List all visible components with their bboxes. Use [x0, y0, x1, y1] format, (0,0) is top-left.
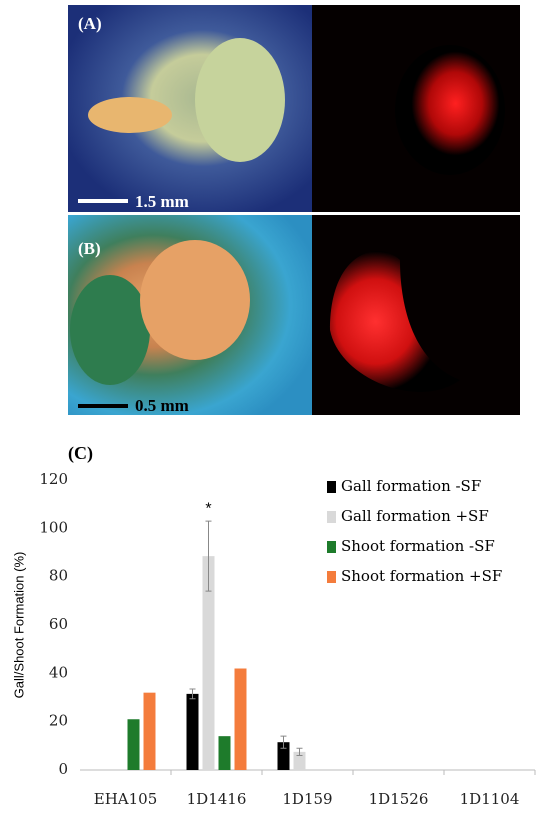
bar — [293, 751, 306, 770]
scale-label: 0.5 mm — [135, 396, 189, 415]
bar — [127, 719, 140, 770]
bar — [218, 736, 231, 770]
y-tick-label: 40 — [49, 663, 68, 681]
callus — [195, 38, 285, 162]
bar — [143, 692, 156, 770]
error-bar — [296, 747, 303, 756]
panel-label: (B) — [78, 239, 101, 258]
y-tick-label: 20 — [49, 712, 68, 730]
callus — [88, 97, 172, 133]
callus — [70, 275, 150, 385]
y-tick-label: 120 — [39, 470, 68, 488]
y-tick-label: 80 — [49, 567, 68, 585]
error-bar — [189, 688, 196, 700]
legend-label: Gall formation +SF — [341, 507, 489, 525]
legend-swatch — [327, 511, 336, 523]
y-tick-label: 60 — [49, 615, 68, 633]
x-tick-label: 1D159 — [282, 790, 332, 808]
fluorescence — [395, 45, 505, 175]
legend-label: Shoot formation -SF — [341, 537, 495, 555]
legend-label: Gall formation -SF — [341, 477, 481, 495]
scale-label: 1.5 mm — [135, 192, 189, 211]
panel-label: (A) — [78, 14, 102, 33]
bar — [277, 742, 290, 770]
x-tick-label: 1D1526 — [369, 790, 429, 808]
bar — [186, 693, 199, 770]
legend-label: Shoot formation +SF — [341, 567, 502, 585]
legend-swatch — [327, 571, 336, 583]
photo-panels: (A) 1.5 mm (B) 0.5 mm — [68, 5, 520, 415]
x-tick-label: EHA105 — [94, 790, 158, 808]
fluorescence — [330, 251, 460, 392]
legend-swatch — [327, 541, 336, 553]
y-tick-label: 100 — [39, 518, 68, 536]
error-bar — [280, 735, 287, 749]
bar — [202, 556, 215, 770]
error-bar — [205, 520, 212, 592]
y-tick-label: 0 — [58, 760, 68, 778]
annotation: * — [205, 500, 211, 517]
x-tick-label: 1D1416 — [187, 790, 247, 808]
legend-swatch — [327, 481, 336, 493]
x-tick-label: 1D1104 — [460, 790, 520, 808]
panel-label: (C) — [68, 443, 93, 464]
bar — [234, 668, 247, 770]
y-axis-label: Gall/Shoot Formation (%) — [11, 552, 26, 699]
callus — [140, 240, 250, 360]
